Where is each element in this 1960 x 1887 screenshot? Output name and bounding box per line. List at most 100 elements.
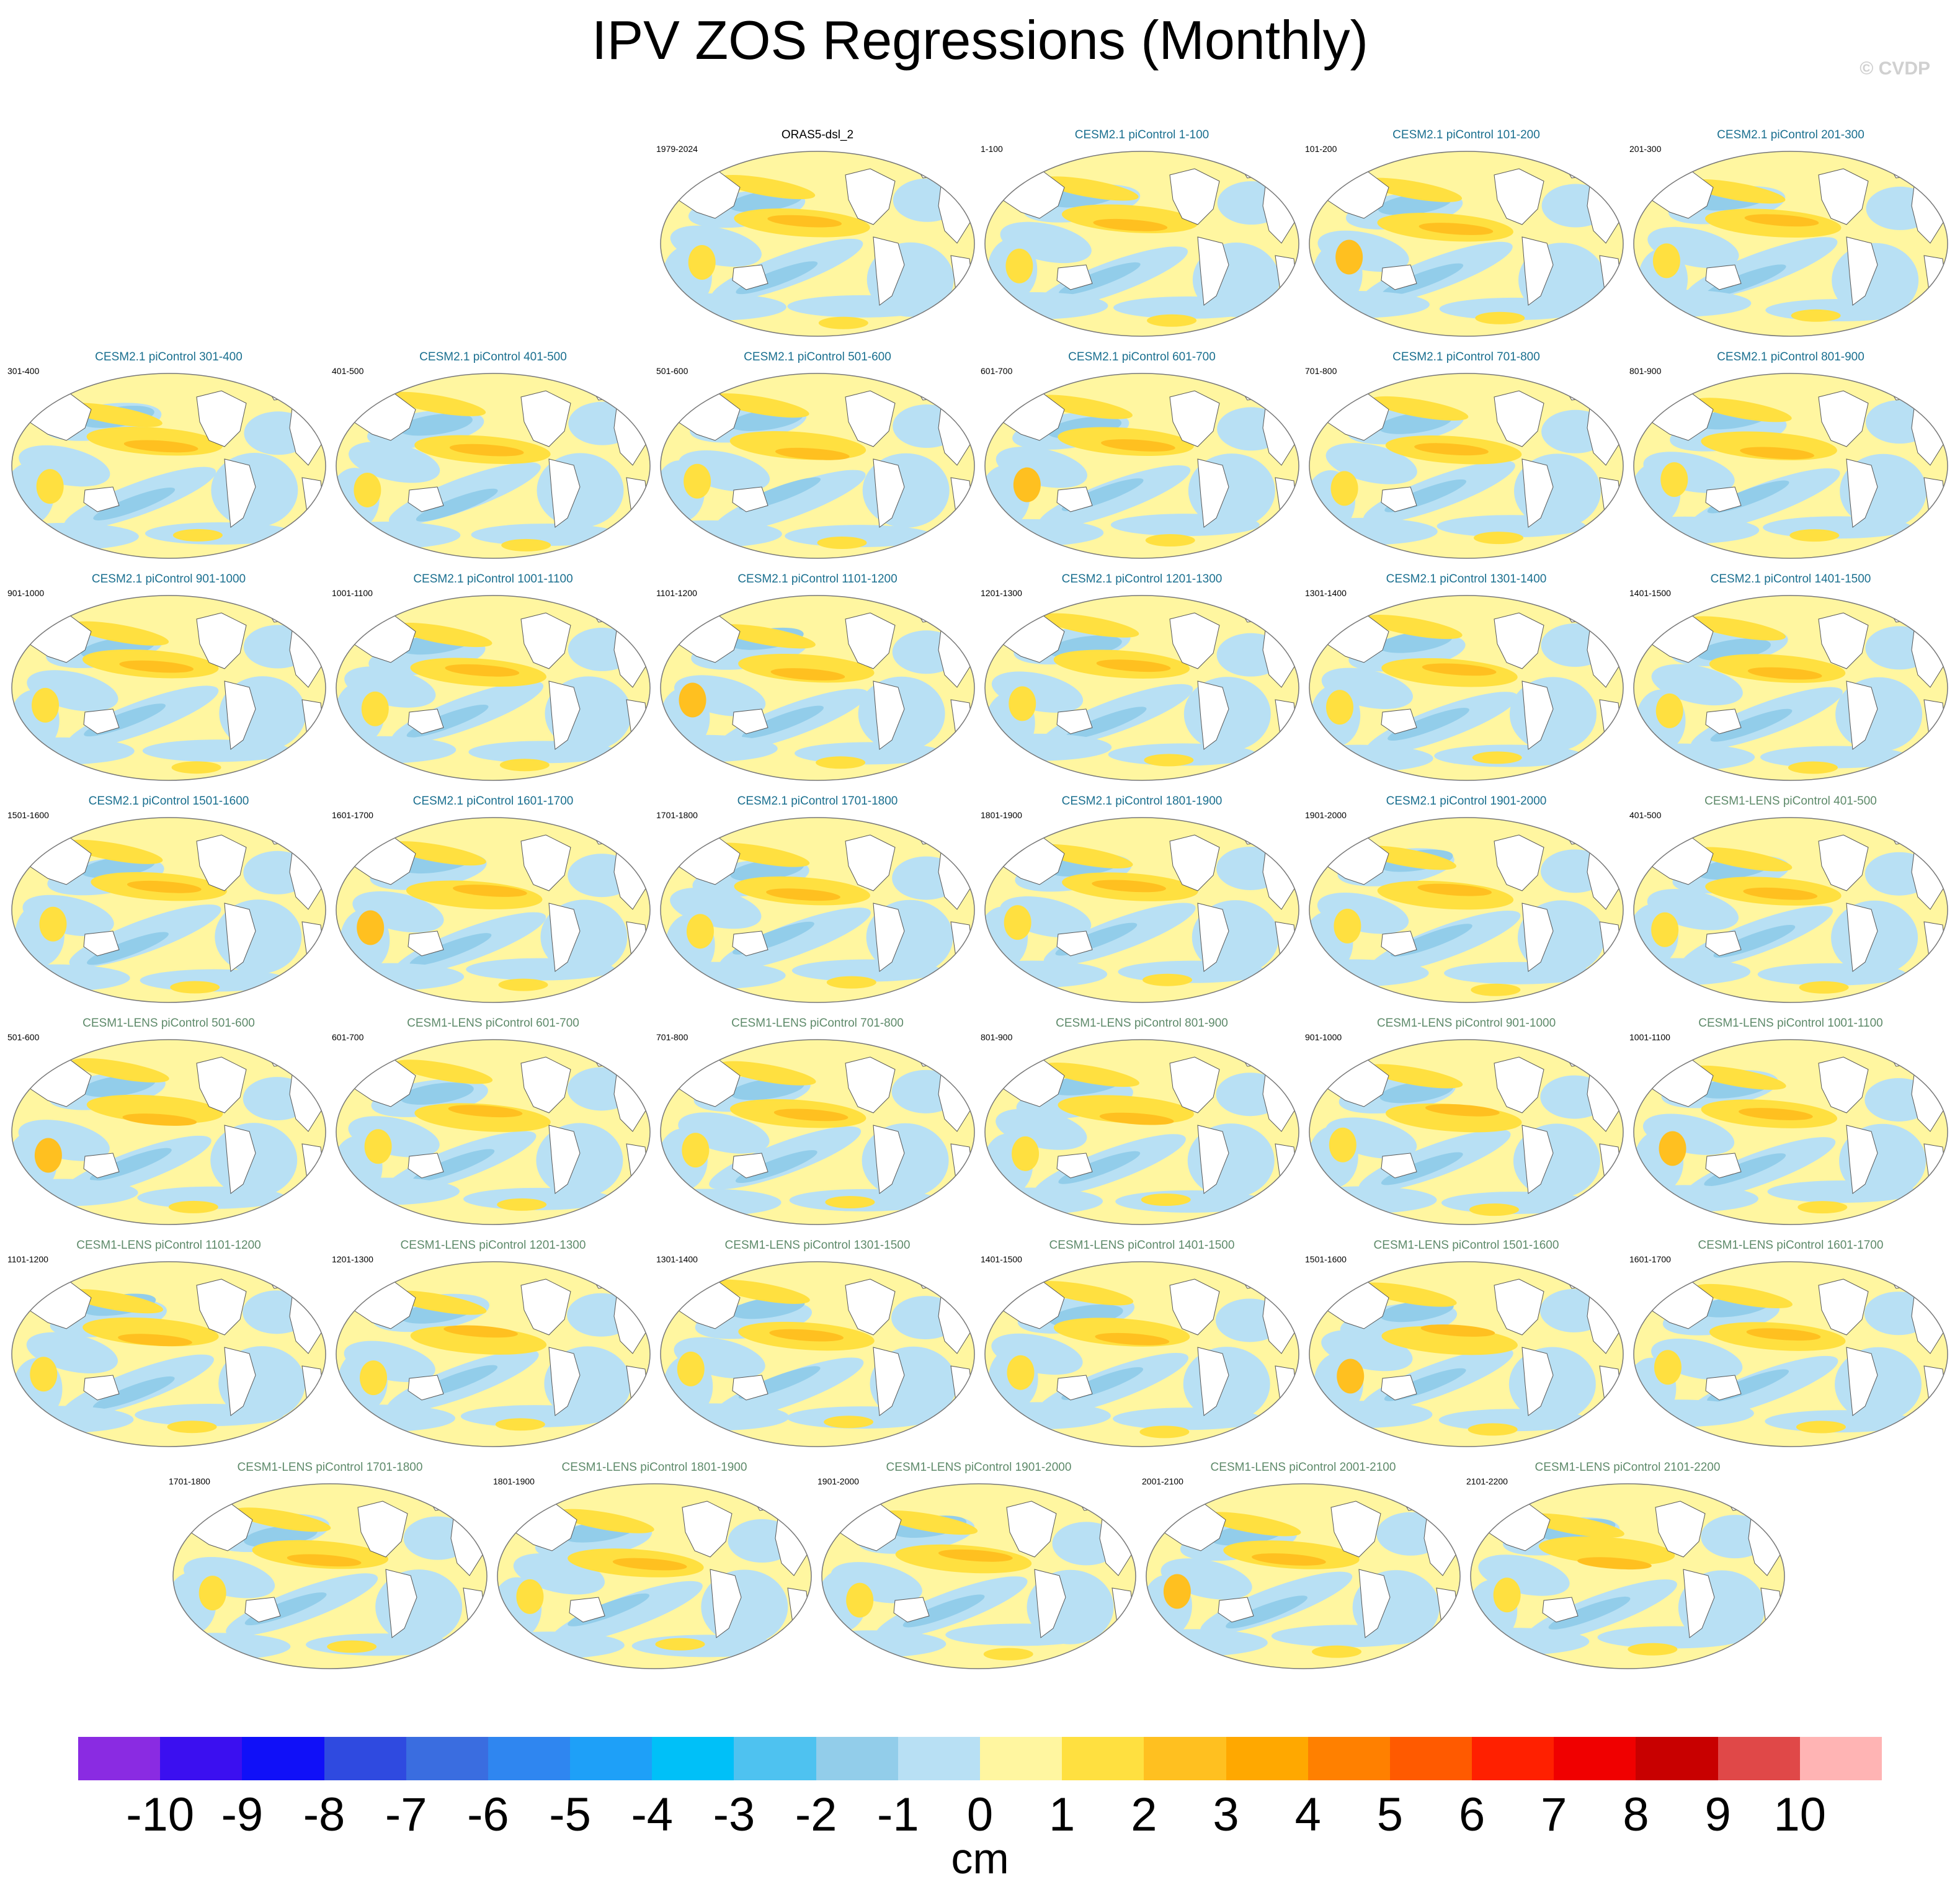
negative-anomaly	[93, 488, 176, 520]
positive-anomaly	[773, 1109, 849, 1122]
positive-anomaly	[1007, 1355, 1035, 1390]
positive-anomaly	[1688, 616, 1786, 641]
negative-anomaly	[1309, 1186, 1437, 1214]
land-mass	[682, 1501, 733, 1558]
panel-period-label: 1201-1300	[981, 588, 1022, 598]
positive-anomaly	[1420, 1324, 1495, 1337]
positive-anomaly	[1654, 1350, 1682, 1385]
negative-anomaly	[1439, 297, 1588, 320]
world-map	[11, 1261, 326, 1447]
positive-anomaly	[1526, 1513, 1624, 1538]
panel-title: CESM1-LENS piControl 801-900	[1056, 1017, 1228, 1030]
positive-anomaly	[1358, 1282, 1457, 1307]
map-panel: CESM2.1 piControl 1201-1300 1201-1300	[981, 572, 1303, 783]
panel-period-label: 401-500	[332, 366, 364, 376]
ocean-field	[1634, 818, 1948, 1002]
panel-period-label: 1101-1200	[656, 588, 697, 598]
positive-anomaly	[686, 914, 714, 949]
positive-anomaly	[1365, 1064, 1463, 1089]
world-map	[984, 1039, 1299, 1225]
panel-period-label: 1901-2000	[817, 1476, 859, 1486]
map-border	[660, 595, 975, 781]
world-map	[1309, 373, 1624, 559]
map-panel: CESM2.1 piControl 301-400 301-400	[7, 350, 330, 561]
map-panel: CESM2.1 piControl 201-300 201-300	[1629, 128, 1952, 339]
map-border	[660, 151, 975, 337]
panel-title: ORAS5-dsl_2	[781, 128, 854, 141]
positive-anomaly	[449, 444, 524, 457]
colorbar-swatch	[1636, 1737, 1719, 1780]
positive-anomaly	[1365, 615, 1463, 640]
positive-anomaly	[1659, 1131, 1686, 1166]
negative-anomaly	[1381, 1152, 1463, 1185]
panel-title: CESM1-LENS piControl 1501-1600	[1373, 1239, 1559, 1252]
ocean-field	[822, 1484, 1136, 1669]
land-mass	[1846, 1347, 1878, 1416]
ocean-field	[1634, 373, 1948, 558]
ocean-field	[173, 1484, 487, 1669]
map-border	[1633, 1039, 1948, 1225]
positive-anomaly	[677, 1351, 705, 1386]
land-mass	[626, 1143, 649, 1188]
map-panel: CESM1-LENS piControl 1401-1500 1401-1500	[981, 1238, 1303, 1449]
colorbar-tick-label: -6	[467, 1788, 509, 1841]
land-mass	[950, 255, 973, 300]
panel-title: CESM2.1 piControl 501-600	[744, 350, 891, 364]
colorbar-swatch	[1389, 1737, 1472, 1780]
land-mass	[1521, 236, 1554, 306]
negative-anomaly	[336, 521, 461, 549]
land-mass	[845, 1278, 896, 1336]
land-mass	[301, 1143, 324, 1188]
world-map	[336, 817, 651, 1003]
negative-anomaly	[1115, 1190, 1265, 1213]
colorbar-swatch	[1799, 1737, 1882, 1780]
map-border	[984, 817, 1299, 1003]
land-mass	[873, 458, 905, 528]
positive-anomaly	[127, 880, 202, 893]
map-border	[984, 1261, 1299, 1447]
positive-anomaly	[1041, 613, 1139, 638]
map-border	[660, 373, 975, 559]
panel-period-label: 1979-2024	[656, 144, 698, 154]
negative-anomaly	[1767, 1180, 1917, 1203]
land-mass	[1056, 486, 1093, 512]
positive-anomaly	[684, 463, 711, 499]
panel-period-label: 1501-1600	[1305, 1254, 1347, 1264]
positive-anomaly	[1791, 309, 1841, 322]
negative-anomaly	[985, 960, 1108, 988]
map-border	[1633, 1261, 1948, 1447]
positive-anomaly	[1743, 887, 1818, 900]
positive-anomaly	[1009, 686, 1036, 721]
positive-anomaly	[816, 756, 866, 769]
colorbar-swatch	[898, 1737, 981, 1780]
map-panel: CESM1-LENS piControl 1101-1200 1101-1200	[7, 1238, 330, 1449]
map-panel: CESM1-LENS piControl 1901-2000 1901-2000	[817, 1460, 1140, 1671]
map-border	[660, 1039, 975, 1225]
negative-anomaly	[1113, 1407, 1262, 1430]
ocean-field	[985, 1040, 1299, 1225]
positive-anomaly	[1655, 693, 1683, 728]
panel-title: CESM2.1 piControl 401-500	[419, 350, 567, 364]
map-border	[984, 373, 1299, 559]
positive-anomaly	[1660, 462, 1688, 497]
ocean-field	[497, 1484, 811, 1669]
land-mass	[196, 390, 247, 447]
land-mass	[548, 458, 581, 528]
world-map	[11, 595, 326, 781]
land-mass	[408, 1375, 444, 1401]
panel-period-label: 1701-1800	[169, 1476, 210, 1486]
world-map	[660, 151, 975, 337]
colorbar-swatch	[816, 1737, 899, 1780]
positive-anomaly	[501, 538, 551, 551]
panel-title: CESM2.1 piControl 1101-1200	[737, 573, 898, 586]
map-panel: CESM2.1 piControl 601-700 601-700	[981, 350, 1303, 561]
colorbar-tick-label: 6	[1458, 1788, 1486, 1841]
world-map	[11, 817, 326, 1003]
land-mass	[385, 1569, 417, 1638]
positive-anomaly	[1143, 973, 1193, 986]
negative-anomaly	[1704, 264, 1786, 298]
panel-period-label: 1201-1300	[332, 1254, 373, 1264]
land-mass	[710, 1569, 742, 1638]
negative-anomaly	[1309, 1401, 1433, 1429]
land-mass	[1358, 1569, 1391, 1638]
